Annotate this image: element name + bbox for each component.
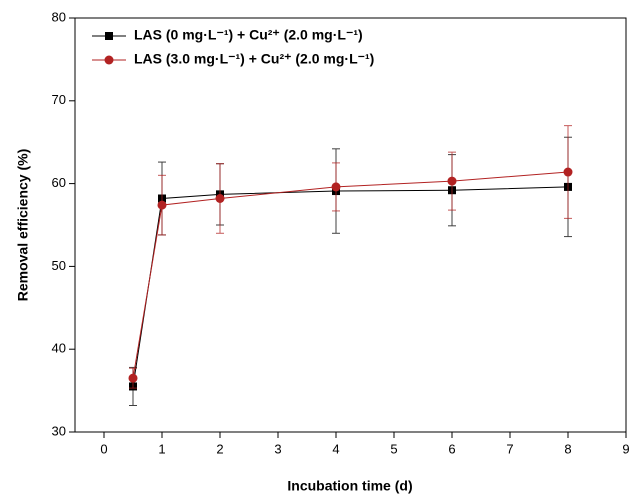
y-tick-label: 80 (52, 9, 66, 24)
x-tick-label: 5 (390, 441, 397, 456)
x-tick-label: 6 (448, 441, 455, 456)
x-tick-label: 7 (506, 441, 513, 456)
y-tick-label: 40 (52, 341, 66, 356)
x-tick-label: 1 (158, 441, 165, 456)
x-tick-label: 9 (622, 441, 629, 456)
y-tick-label: 30 (52, 423, 66, 438)
x-tick-label: 0 (100, 441, 107, 456)
x-tick-label: 2 (216, 441, 223, 456)
x-tick-label: 3 (274, 441, 281, 456)
y-tick-label: 70 (52, 92, 66, 107)
legend-label: LAS (0 mg·L⁻¹) + Cu²⁺ (2.0 mg·L⁻¹) (134, 27, 363, 43)
marker (128, 373, 138, 383)
legend-marker (105, 32, 113, 40)
legend-marker (104, 55, 114, 65)
marker (563, 167, 573, 177)
x-tick-label: 4 (332, 441, 339, 456)
plot-frame (74, 17, 627, 433)
y-axis-title: Removal efficiency (%) (15, 149, 31, 302)
legend-label: LAS (3.0 mg·L⁻¹) + Cu²⁺ (2.0 mg·L⁻¹) (134, 51, 374, 67)
x-axis-title: Incubation time (d) (287, 478, 412, 494)
y-tick-label: 60 (52, 175, 66, 190)
marker (447, 176, 457, 186)
x-tick-label: 8 (564, 441, 571, 456)
y-tick-label: 50 (52, 258, 66, 273)
marker (157, 200, 167, 210)
series-line (132, 186, 569, 387)
marker (215, 194, 225, 204)
series-line (132, 171, 569, 379)
marker (331, 182, 341, 192)
